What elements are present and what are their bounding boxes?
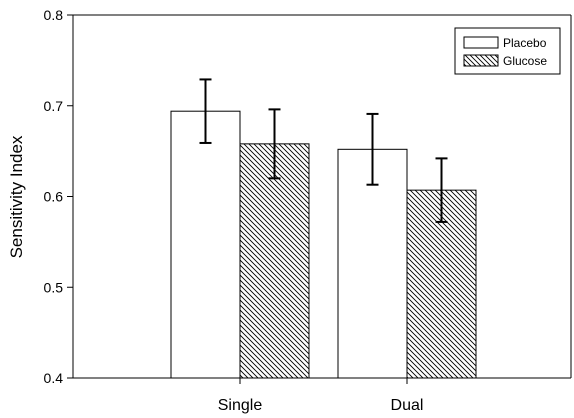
y-tick-label: 0.4 (44, 370, 64, 386)
x-tick-label-dual: Dual (391, 397, 424, 414)
y-tick-label: 0.5 (44, 279, 64, 295)
y-tick-label: 0.6 (44, 189, 64, 205)
legend-label-glucose: Glucose (503, 54, 547, 68)
bar-series (170, 110, 477, 379)
x-tick-label-single: Single (218, 397, 263, 414)
y-tick-label: 0.8 (44, 7, 64, 23)
y-axis-title: Sensitivity Index (7, 135, 26, 258)
bar-placebo-single (170, 110, 241, 379)
y-axis-ticks: 0.4 0.5 0.6 0.7 0.8 (44, 7, 73, 386)
legend-swatch-glucose (463, 54, 499, 67)
bar-placebo-dual (337, 148, 408, 379)
legend-swatch-placebo (463, 36, 499, 49)
y-tick-label: 0.7 (44, 98, 64, 114)
legend: Placebo Glucose (454, 27, 561, 75)
legend-label-placebo: Placebo (503, 36, 547, 50)
x-axis-labels: Single Dual (218, 378, 424, 414)
error-bars (199, 78, 448, 223)
bar-glucose-single (239, 143, 310, 379)
